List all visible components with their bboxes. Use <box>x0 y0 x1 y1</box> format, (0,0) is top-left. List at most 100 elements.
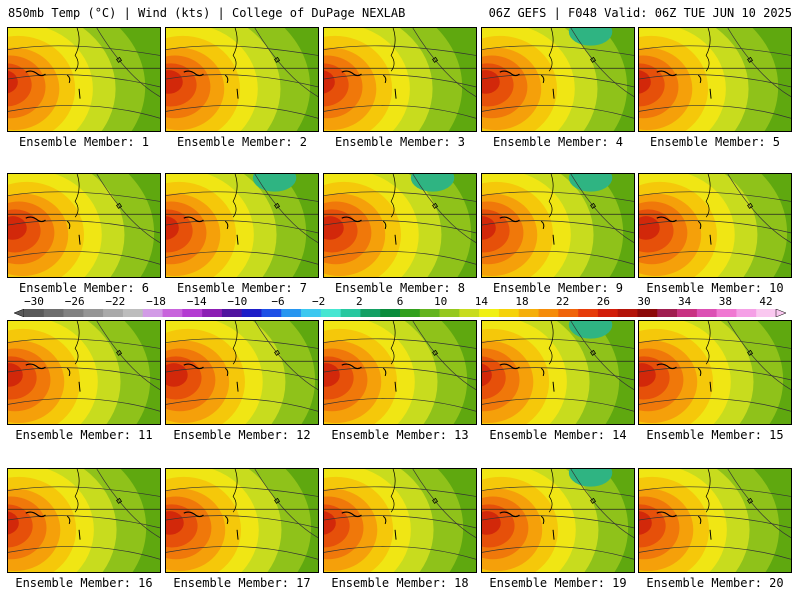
ensemble-member-label: Ensemble Member: 9 <box>492 281 624 295</box>
temperature-map <box>8 174 160 277</box>
colorbar-tick-label: 6 <box>396 295 404 308</box>
colorbar-bin <box>617 309 638 317</box>
colorbar-bin <box>360 309 381 317</box>
temperature-map <box>324 469 476 572</box>
colorbar-tick-label: −30 <box>24 295 44 308</box>
ensemble-member-label: Ensemble Member: 8 <box>334 281 466 295</box>
colorbar-bin <box>657 309 678 317</box>
ensemble-member-label: Ensemble Member: 2 <box>176 135 308 149</box>
colorbar-bin <box>221 309 242 317</box>
ensemble-member-label: Ensemble Member: 13 <box>331 428 469 442</box>
colorbar-bin <box>162 309 183 317</box>
colorbar-high-arrow <box>775 309 786 317</box>
colorbar-tick-label: 18 <box>515 295 529 308</box>
ensemble-panel <box>165 320 319 425</box>
colorbar-bin <box>637 309 658 317</box>
ensemble-panel <box>638 468 792 573</box>
temperature-map <box>324 28 476 131</box>
temperature-map <box>324 321 476 424</box>
valid-time-label: 06Z GEFS | F048 Valid: 06Z TUE JUN 10 20… <box>488 6 792 20</box>
ensemble-panel <box>165 468 319 573</box>
colorbar-tick-label: −14 <box>186 295 207 308</box>
colorbar-bin <box>696 309 717 317</box>
colorbar-bin <box>43 309 64 317</box>
colorbar-bin <box>380 309 401 317</box>
ensemble-panel <box>323 27 477 132</box>
temperature-map <box>482 174 634 277</box>
ensemble-panel <box>7 320 161 425</box>
colorbar-tick-label: −6 <box>271 295 285 308</box>
ensemble-panel <box>638 320 792 425</box>
ensemble-panel <box>7 468 161 573</box>
colorbar-bin <box>518 309 539 317</box>
chart-title: 850mb Temp (°C) | Wind (kts) | College o… <box>8 6 406 20</box>
colorbar-tick-label: −26 <box>64 295 85 308</box>
colorbar-tick-label: −18 <box>146 295 166 308</box>
temperature-map <box>166 321 318 424</box>
ensemble-panel <box>481 468 635 573</box>
colorbar-bin <box>419 309 440 317</box>
colorbar-bin <box>479 309 500 317</box>
ensemble-member-label: Ensemble Member: 12 <box>173 428 311 442</box>
colorbar-bin <box>716 309 737 317</box>
colorbar-bin <box>597 309 618 317</box>
colorbar-tick-label: 42 <box>759 295 773 308</box>
temperature-map <box>166 469 318 572</box>
colorbar-tick-label: 2 <box>356 295 363 308</box>
ensemble-panel <box>323 468 477 573</box>
colorbar-tick-label: 22 <box>556 295 570 308</box>
colorbar-tick-label: 26 <box>596 295 610 308</box>
ensemble-member-label: Ensemble Member: 11 <box>15 428 153 442</box>
colorbar-bin <box>63 309 84 317</box>
colorbar-bin <box>400 309 421 317</box>
colorbar-bin <box>301 309 322 317</box>
colorbar-bin <box>83 309 104 317</box>
ensemble-panel <box>165 27 319 132</box>
temperature-map <box>8 28 160 131</box>
temperature-map <box>482 469 634 572</box>
ensemble-member-label: Ensemble Member: 17 <box>173 576 311 590</box>
colorbar-tick-label: 14 <box>474 295 488 308</box>
colorbar-bin <box>756 309 777 317</box>
ensemble-panel <box>323 173 477 278</box>
temperature-map <box>639 321 791 424</box>
ensemble-member-label: Ensemble Member: 1 <box>18 135 150 149</box>
ensemble-panel <box>481 320 635 425</box>
colorbar-bin <box>558 309 579 317</box>
colorbar-bin <box>261 309 282 317</box>
colorbar-bin <box>202 309 223 317</box>
colorbar-bin <box>24 309 45 317</box>
colorbar-bin <box>103 309 124 317</box>
colorbar-bin <box>439 309 460 317</box>
temperature-map <box>166 28 318 131</box>
colorbar-bin <box>736 309 757 317</box>
ensemble-member-label: Ensemble Member: 18 <box>331 576 469 590</box>
colorbar-tick-label: 34 <box>678 295 692 308</box>
ensemble-panel <box>7 173 161 278</box>
ensemble-member-label: Ensemble Member: 15 <box>646 428 784 442</box>
ensemble-panel <box>481 27 635 132</box>
colorbar-bin <box>340 309 361 317</box>
colorbar-tick-label: 10 <box>434 295 448 308</box>
temperature-map <box>166 174 318 277</box>
ensemble-member-label: Ensemble Member: 5 <box>649 135 781 149</box>
colorbar-bin <box>241 309 262 317</box>
colorbar-bin <box>142 309 163 317</box>
colorbar-bin <box>281 309 302 317</box>
colorbar-tick-label: 38 <box>718 295 732 308</box>
colorbar-tick-label: 30 <box>637 295 651 308</box>
temperature-map <box>482 28 634 131</box>
colorbar-tick-label: −22 <box>105 295 126 308</box>
ensemble-member-label: Ensemble Member: 14 <box>489 428 627 442</box>
ensemble-panel <box>7 27 161 132</box>
ensemble-panel <box>165 173 319 278</box>
colorbar-tick-label: −10 <box>227 295 248 308</box>
ensemble-member-label: Ensemble Member: 7 <box>176 281 308 295</box>
temperature-map <box>639 469 791 572</box>
ensemble-panel <box>638 27 792 132</box>
ensemble-member-label: Ensemble Member: 3 <box>334 135 466 149</box>
colorbar-tick-label: −2 <box>312 295 326 308</box>
ensemble-member-label: Ensemble Member: 16 <box>15 576 153 590</box>
temperature-map <box>639 28 791 131</box>
colorbar-bin <box>578 309 599 317</box>
